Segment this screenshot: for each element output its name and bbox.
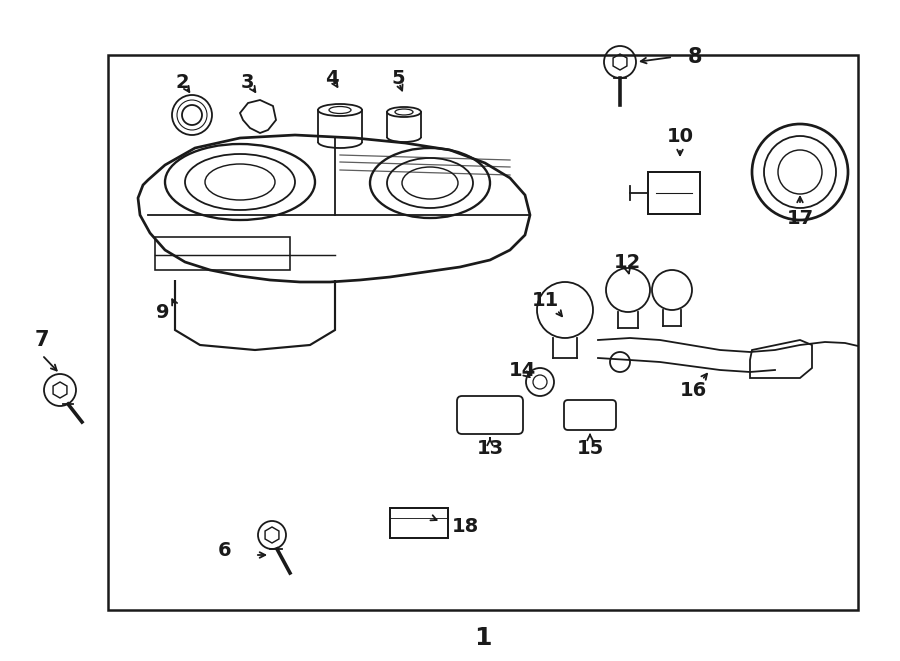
Bar [648, 172, 700, 214]
Text: 13: 13 [476, 438, 504, 457]
Text: 10: 10 [667, 126, 694, 145]
Text: 9: 9 [157, 303, 170, 321]
Text: 17: 17 [787, 208, 814, 227]
Text: 12: 12 [614, 254, 641, 272]
Text: 2: 2 [176, 73, 189, 91]
Text: 16: 16 [680, 381, 706, 399]
Text: 11: 11 [531, 290, 559, 309]
Text: 6: 6 [218, 541, 232, 561]
Text: 5: 5 [392, 69, 405, 87]
Text: 14: 14 [508, 360, 536, 379]
Text: 7: 7 [35, 330, 50, 350]
Text: 1: 1 [474, 626, 491, 650]
Text: 8: 8 [688, 47, 703, 67]
Text: 18: 18 [452, 516, 479, 535]
Bar [390, 508, 448, 538]
Text: 4: 4 [325, 69, 338, 87]
Text: 3: 3 [240, 73, 254, 91]
Text: 15: 15 [576, 438, 604, 457]
Bar [108, 55, 858, 610]
